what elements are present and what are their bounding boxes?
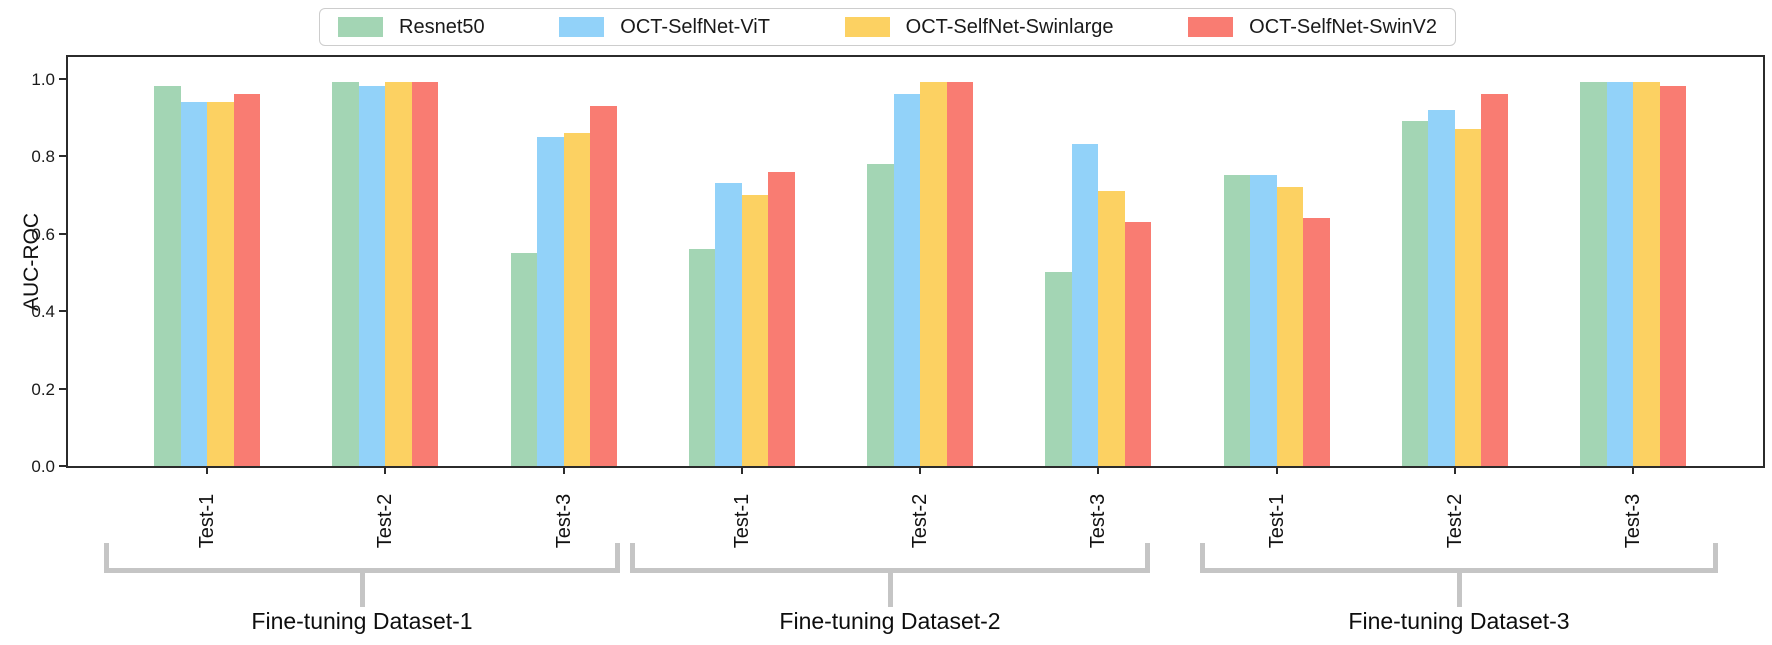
x-tick-mark (206, 466, 208, 474)
bar (1659, 86, 1686, 466)
bar (946, 82, 973, 466)
y-tick-mark (59, 77, 68, 80)
bar (563, 132, 590, 466)
y-tick-mark (59, 465, 68, 467)
bar (154, 86, 181, 466)
bar (1098, 190, 1125, 466)
x-tick-mark (384, 466, 387, 474)
group-bracket-label: Fine-tuning Dataset-2 (779, 608, 1001, 634)
y-tick-label: 0.4 (31, 302, 55, 321)
y-tick-label: 0.6 (31, 224, 55, 244)
bar (1401, 121, 1429, 466)
bar (1250, 175, 1277, 466)
bar (688, 249, 716, 466)
bar (920, 82, 947, 466)
bar (1580, 82, 1607, 466)
bar (741, 194, 769, 466)
y-tick-mark (59, 155, 68, 157)
y-tick-mark (59, 232, 68, 235)
legend-swatch-icon (338, 17, 383, 37)
legend-item: Resnet50 (338, 16, 485, 39)
group-bracket (630, 543, 1150, 573)
legend-label: OCT-SelfNet-Swinlarge (905, 15, 1114, 38)
x-tick-mark (1453, 466, 1456, 474)
bar (537, 136, 564, 466)
legend-label: OCT-SelfNet-SwinV2 (1249, 15, 1437, 38)
chart-legend: Resnet50 OCT-SelfNet-ViT OCT-SelfNet-Swinl… (319, 8, 1456, 46)
group-bracket-stem (359, 573, 365, 607)
bar (893, 94, 920, 466)
bar (1481, 94, 1508, 466)
bar (385, 82, 412, 466)
group-bracket (104, 543, 620, 573)
x-tick-mark (1275, 466, 1278, 474)
group-bracket-label: Fine-tuning Dataset-1 (251, 608, 473, 634)
bar (1633, 82, 1660, 466)
y-tick-label: 0.2 (31, 379, 55, 399)
bar (1045, 272, 1072, 466)
legend-item: OCT-SelfNet-Swinlarge (844, 15, 1114, 39)
bar (768, 171, 795, 466)
bar (332, 82, 359, 466)
bar (233, 94, 260, 466)
legend-item: OCT-SelfNet-SwinV2 (1188, 16, 1437, 39)
legend-label: Resnet50 (399, 15, 485, 38)
group-bracket-stem (887, 573, 893, 607)
bar (411, 82, 439, 466)
group-bracket (1200, 543, 1718, 573)
y-tick-mark (59, 387, 68, 390)
bar (1428, 109, 1455, 466)
bar (1223, 175, 1250, 466)
bar (867, 163, 894, 466)
bar (1124, 221, 1152, 466)
bar (510, 252, 537, 466)
x-tick-mark (562, 466, 565, 474)
legend-item: OCT-SelfNet-ViT (559, 16, 770, 39)
legend-swatch-icon (844, 17, 890, 37)
bar (590, 105, 617, 466)
x-tick-mark (1632, 466, 1634, 474)
group-bracket-label: Fine-tuning Dataset-3 (1348, 608, 1570, 634)
bar (1071, 144, 1099, 466)
bar (358, 86, 386, 466)
y-tick-mark (59, 310, 68, 312)
bar (715, 183, 742, 466)
bar (1606, 82, 1633, 466)
x-tick-mark (740, 466, 743, 474)
legend-swatch-icon (1188, 17, 1234, 37)
bar (1276, 187, 1303, 466)
y-tick-label: 0.0 (31, 457, 55, 476)
x-tick-mark (919, 466, 921, 474)
bar (1454, 128, 1482, 466)
bar (207, 101, 234, 466)
y-tick-label: 1.0 (31, 69, 55, 89)
legend-label: OCT-SelfNet-ViT (620, 15, 770, 38)
bar (1303, 218, 1330, 466)
x-tick-mark (1097, 466, 1100, 474)
legend-swatch-icon (559, 17, 605, 37)
group-bracket-stem (1456, 573, 1462, 607)
y-tick-label: 0.8 (31, 147, 55, 166)
bar (180, 101, 207, 466)
